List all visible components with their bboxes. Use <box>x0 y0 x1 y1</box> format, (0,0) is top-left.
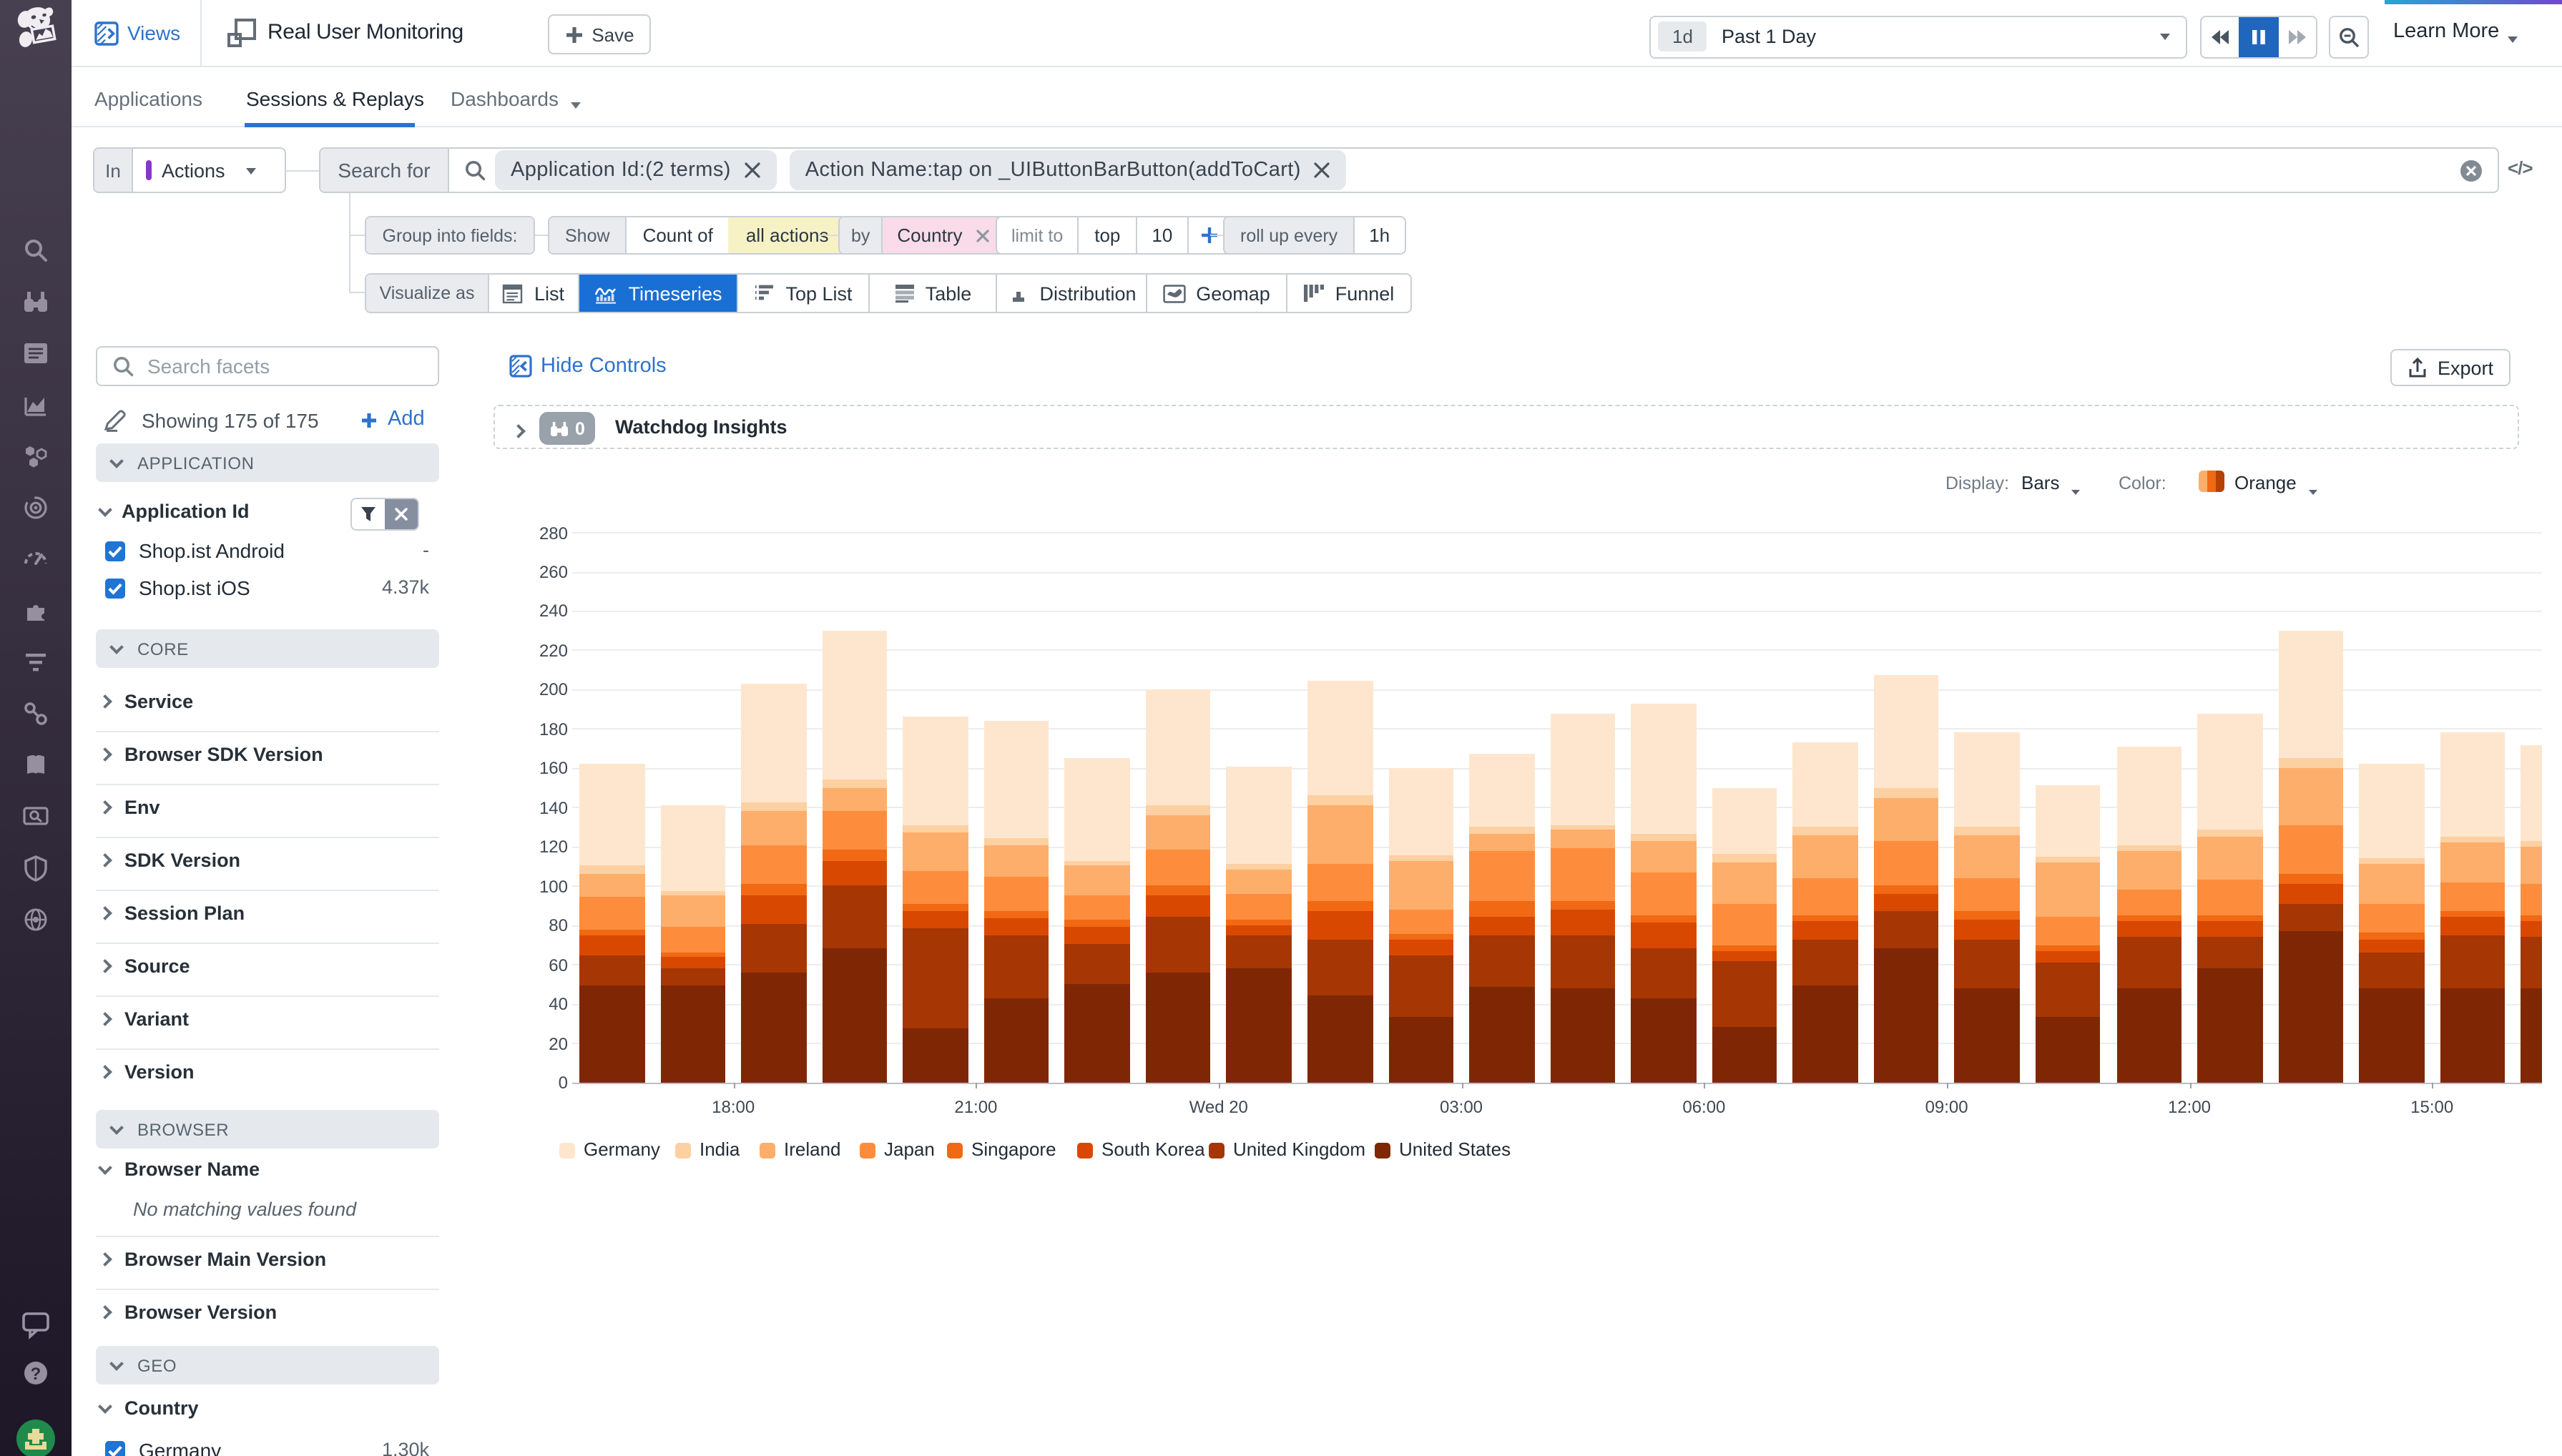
svg-text:?: ? <box>31 1364 41 1384</box>
